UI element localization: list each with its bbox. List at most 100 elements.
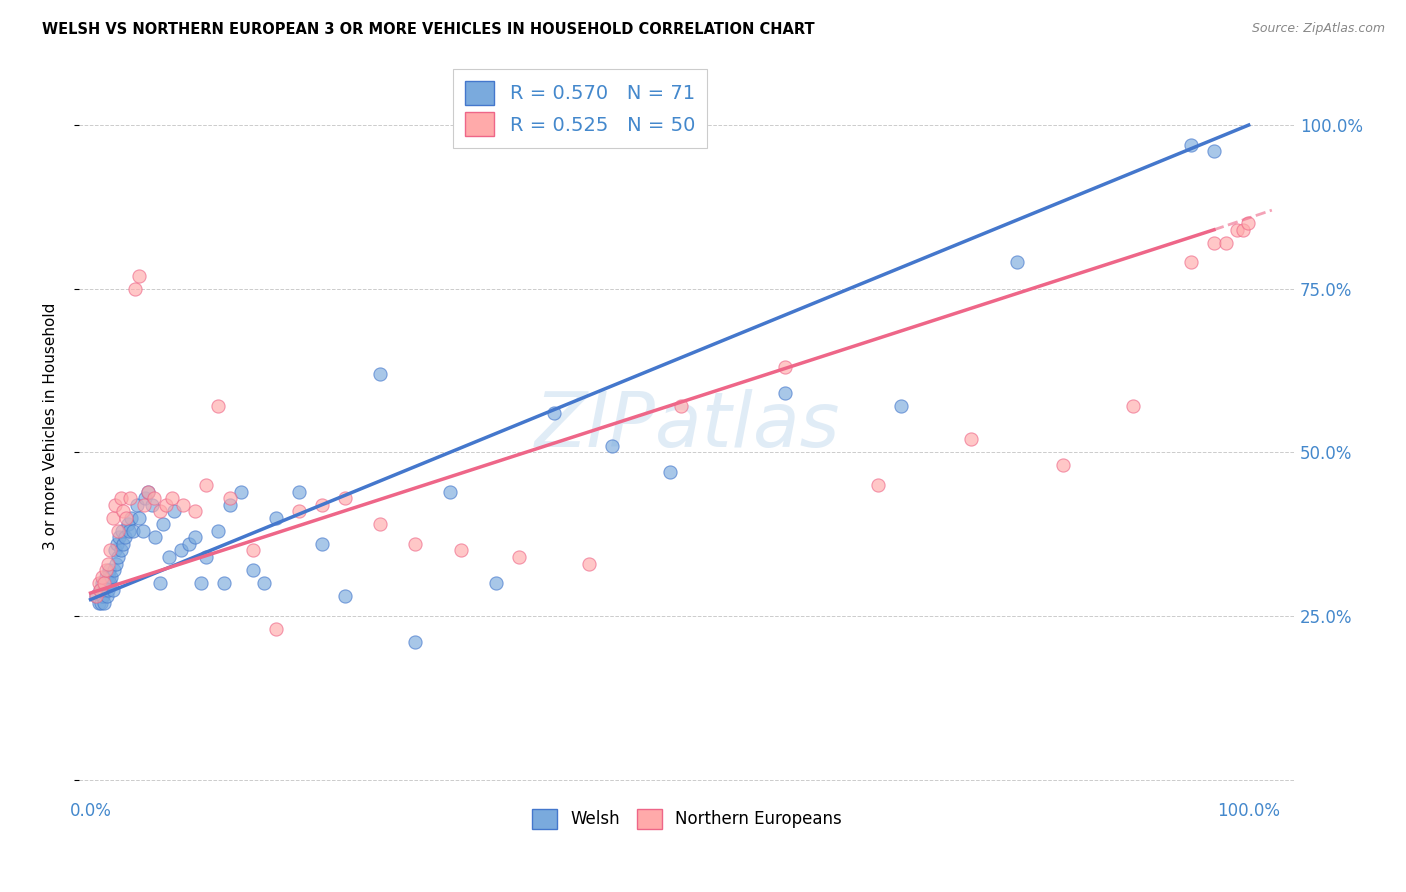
Point: [120, 510, 142, 524]
Point: [152, 517, 174, 532]
Point: [229, 484, 252, 499]
Point: [212, 576, 235, 591]
Point: [100, 569, 122, 583]
Point: [134, 491, 156, 505]
Point: [132, 498, 155, 512]
Point: [1202, 145, 1225, 159]
Point: [184, 530, 207, 544]
Point: [124, 282, 146, 296]
Point: [143, 491, 166, 505]
Point: [242, 563, 264, 577]
Point: [118, 491, 141, 505]
Point: [368, 517, 391, 532]
Point: [93, 582, 115, 597]
Point: [335, 589, 357, 603]
Point: [128, 268, 150, 283]
Point: [253, 576, 276, 591]
Point: [128, 510, 150, 524]
Point: [1052, 458, 1074, 473]
Point: [450, 543, 472, 558]
Point: [97, 582, 120, 597]
Point: [141, 498, 163, 512]
Point: [118, 524, 141, 538]
Point: [207, 524, 229, 538]
Point: [163, 504, 186, 518]
Point: [311, 498, 333, 512]
Point: [115, 510, 138, 524]
Point: [101, 582, 124, 597]
Point: [658, 465, 681, 479]
Point: [190, 576, 212, 591]
Legend: Welsh, Northern Europeans: Welsh, Northern Europeans: [526, 802, 848, 836]
Point: [104, 543, 127, 558]
Point: [1180, 137, 1202, 152]
Point: [87, 596, 110, 610]
Point: [101, 510, 124, 524]
Point: [207, 400, 229, 414]
Point: [218, 491, 240, 505]
Point: [93, 576, 115, 591]
Point: [110, 543, 132, 558]
Point: [1005, 255, 1028, 269]
Point: [97, 557, 120, 571]
Point: [149, 504, 172, 518]
Point: [107, 524, 129, 538]
Point: [86, 589, 108, 603]
Point: [108, 530, 131, 544]
Point: [98, 569, 121, 583]
Point: [94, 576, 117, 591]
Point: [138, 484, 160, 499]
Point: [184, 504, 207, 518]
Point: [177, 537, 200, 551]
Point: [439, 484, 461, 499]
Point: [86, 589, 108, 603]
Point: [288, 484, 311, 499]
Point: [775, 360, 797, 375]
Point: [404, 635, 426, 649]
Point: [368, 367, 391, 381]
Point: [775, 386, 797, 401]
Point: [111, 524, 134, 538]
Point: [138, 484, 160, 499]
Point: [195, 549, 218, 564]
Point: [1122, 400, 1144, 414]
Text: Source: ZipAtlas.com: Source: ZipAtlas.com: [1251, 22, 1385, 36]
Point: [105, 537, 128, 551]
Point: [125, 498, 148, 512]
Point: [105, 557, 128, 571]
Point: [335, 491, 357, 505]
Point: [103, 563, 125, 577]
Point: [111, 504, 134, 518]
Point: [170, 543, 193, 558]
Point: [288, 504, 311, 518]
Point: [149, 576, 172, 591]
Point: [145, 530, 167, 544]
Point: [1226, 223, 1249, 237]
Point: [131, 524, 153, 538]
Point: [90, 596, 112, 610]
Point: [508, 549, 530, 564]
Point: [91, 569, 114, 583]
Point: [242, 543, 264, 558]
Point: [264, 622, 287, 636]
Point: [485, 576, 508, 591]
Point: [1202, 235, 1225, 250]
Point: [91, 589, 114, 603]
Point: [98, 576, 121, 591]
Point: [195, 478, 218, 492]
Point: [94, 569, 117, 583]
Point: [264, 510, 287, 524]
Point: [89, 582, 111, 597]
Point: [110, 491, 132, 505]
Point: [1232, 223, 1254, 237]
Point: [87, 576, 110, 591]
Point: [91, 589, 114, 603]
Point: [959, 432, 981, 446]
Point: [107, 549, 129, 564]
Point: [96, 589, 118, 603]
Point: [98, 543, 121, 558]
Point: [93, 596, 115, 610]
Point: [578, 557, 600, 571]
Point: [669, 400, 692, 414]
Point: [157, 549, 180, 564]
